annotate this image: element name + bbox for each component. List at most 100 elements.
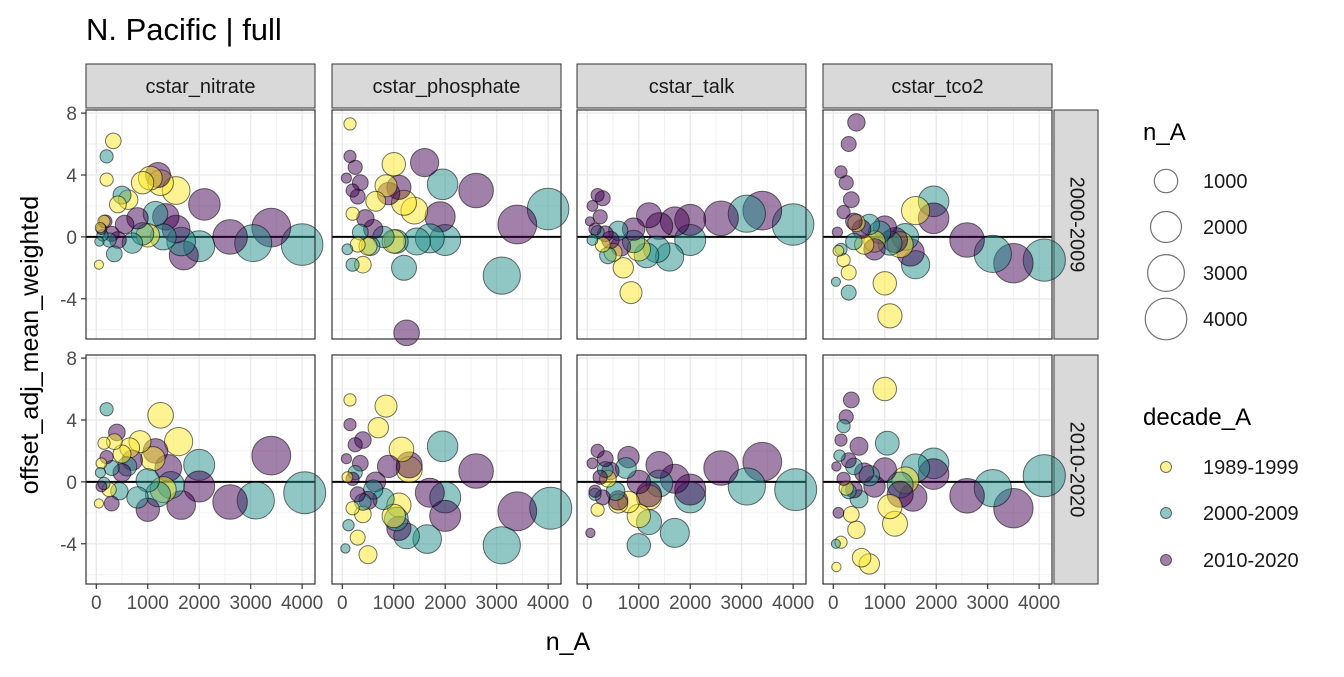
data-point [636,202,662,229]
data-point [832,244,845,257]
data-point [376,454,401,479]
data-point [345,206,360,221]
data-point [590,188,605,203]
data-point [94,467,107,479]
column-strip [331,63,562,109]
data-point [93,259,105,270]
data-point [188,188,221,221]
data-point [626,533,651,558]
data-point [135,468,161,493]
data-point [836,419,851,434]
data-point [703,200,739,237]
data-point [212,219,248,255]
data-point [497,491,538,532]
data-point [393,319,420,347]
data-point [847,113,866,132]
data-point [343,117,357,131]
x-tick-label: 4000 [527,593,569,614]
color-legend-title: decade_A [1143,404,1251,431]
panel-border [822,354,1053,585]
x-tick-label: 0 [337,593,348,614]
size-legend-circle [1149,210,1183,244]
y-tick-label: 8 [66,104,77,125]
data-point [391,254,417,281]
data-point [836,205,851,220]
panel-border [85,109,316,340]
data-point [592,469,608,485]
color-legend: decade_A 1989-1999 2000-2009 2010-2020 [1143,404,1299,572]
size-legend: n_A 1000 2000 3000 4000 [1143,119,1248,341]
data-point [619,281,643,305]
data-point [831,561,842,573]
data-point [94,222,107,234]
data-point [381,152,406,177]
data-point [840,136,857,152]
data-point [414,477,445,508]
x-tick-label: 2000 [915,593,957,614]
column-strip-label: cstar_phosphate [373,76,521,98]
data-point [99,402,114,417]
data-point [586,200,599,212]
data-point [831,226,844,238]
color-legend-label: 2010-2020 [1203,550,1299,572]
x-axis-title: n_A [546,628,591,656]
data-point [840,264,857,281]
data-point [949,222,985,258]
panel-border [576,354,807,585]
data-point [842,391,860,409]
data-point [341,243,354,256]
row-strip-label: 2010-2020 [1066,422,1088,518]
x-tick-label: 2000 [669,593,711,614]
color-legend-keys: 1989-1999 2000-2009 2010-2020 [1160,457,1299,572]
data-point [349,529,366,546]
y-tick-label: 0 [66,473,77,494]
data-point [458,172,494,209]
data-point [834,433,848,447]
color-legend-swatch [1160,507,1172,519]
data-point [834,165,848,179]
facet-panel [576,109,815,340]
data-point [845,212,863,231]
panel-grid: cstar_nitrate cstar_phosphate cstar_talk cs… [60,63,1099,614]
x-tick-label: 3000 [230,593,272,614]
data-point [114,214,135,235]
data-point [877,494,903,520]
y-axis-title: offset_adj_mean_weighted [16,196,44,494]
data-point [251,435,292,476]
y-tick-label: 0 [66,228,77,249]
data-point [842,191,860,209]
x-tick-label: 3000 [476,593,518,614]
data-point [901,196,931,226]
data-point [590,443,605,458]
data-point [845,232,863,251]
data-point [94,236,105,247]
data-point [95,457,108,470]
data-point [1022,454,1066,498]
facet-panel [822,354,1066,585]
data-point [831,461,842,472]
data-point [343,393,357,407]
column-strip [85,63,316,109]
data-point [109,195,127,214]
x-tick-label: 1000 [618,593,660,614]
facet-panel [822,109,1066,340]
data-point [381,503,406,529]
data-point [588,484,602,498]
data-point [586,234,599,246]
data-point [112,444,132,464]
column-strip-label: cstar_talk [649,76,736,98]
data-point [482,256,521,295]
data-point [374,394,398,418]
x-tick-label: 3000 [721,593,763,614]
data-point [130,171,155,195]
data-point [830,276,842,287]
panel-border [822,109,1053,340]
data-point [877,303,903,329]
data-point [341,471,354,484]
data-point [727,467,766,506]
column-strip-label: cstar_nitrate [145,76,255,98]
color-legend-label: 1989-1999 [1203,457,1299,479]
data-point [847,520,866,539]
y-tick-label: -4 [60,290,77,311]
